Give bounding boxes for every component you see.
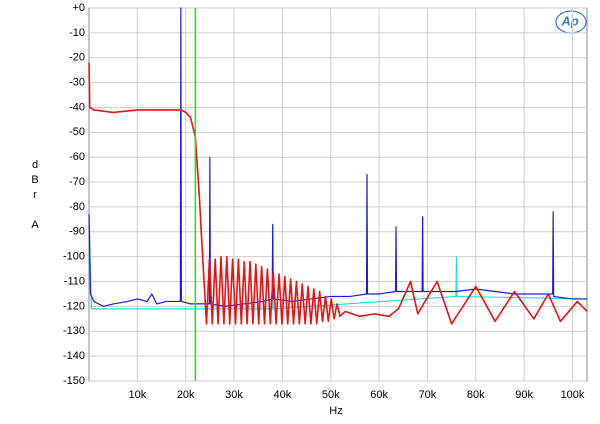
y-tick-label: -50 bbox=[69, 126, 85, 138]
x-tick-label: 60k bbox=[370, 389, 388, 401]
y-axis-label: A bbox=[31, 219, 39, 231]
x-tick-label: 10k bbox=[128, 389, 146, 401]
x-tick-label: 20k bbox=[177, 389, 195, 401]
x-tick-label: 80k bbox=[467, 389, 485, 401]
y-tick-label: -10 bbox=[69, 27, 85, 39]
logo-text: Ap bbox=[560, 13, 578, 28]
y-tick-label: -130 bbox=[63, 325, 85, 337]
x-axis-label: Hz bbox=[329, 405, 342, 417]
x-tick-label: 70k bbox=[419, 389, 437, 401]
y-axis-label-letter: d bbox=[32, 159, 38, 171]
y-tick-label: -20 bbox=[69, 52, 85, 64]
y-axis-label-letter: r bbox=[33, 189, 37, 201]
logo: Ap bbox=[555, 10, 587, 34]
y-tick-label: -120 bbox=[63, 300, 85, 312]
plot-area bbox=[88, 7, 588, 382]
y-tick-label: -150 bbox=[63, 375, 85, 387]
y-tick-label: -70 bbox=[69, 176, 85, 188]
y-tick-label: -40 bbox=[69, 101, 85, 113]
y-tick-label: -80 bbox=[69, 201, 85, 213]
y-tick-label: -110 bbox=[64, 275, 85, 287]
y-tick-label: -60 bbox=[69, 151, 85, 163]
y-tick-label: -90 bbox=[69, 226, 85, 238]
y-tick-label: -140 bbox=[63, 350, 85, 362]
series-line bbox=[88, 62, 588, 325]
x-tick-label: 100k bbox=[561, 389, 585, 401]
y-tick-label: -30 bbox=[69, 77, 85, 89]
y-axis-label-letter: B bbox=[31, 174, 38, 186]
x-tick-label: 40k bbox=[274, 389, 292, 401]
y-tick-label: +0 bbox=[72, 2, 85, 14]
y-tick-label: -100 bbox=[63, 251, 85, 263]
series-line bbox=[88, 211, 588, 310]
x-tick-label: 90k bbox=[515, 389, 533, 401]
x-tick-label: 50k bbox=[322, 389, 340, 401]
x-tick-label: 30k bbox=[225, 389, 243, 401]
